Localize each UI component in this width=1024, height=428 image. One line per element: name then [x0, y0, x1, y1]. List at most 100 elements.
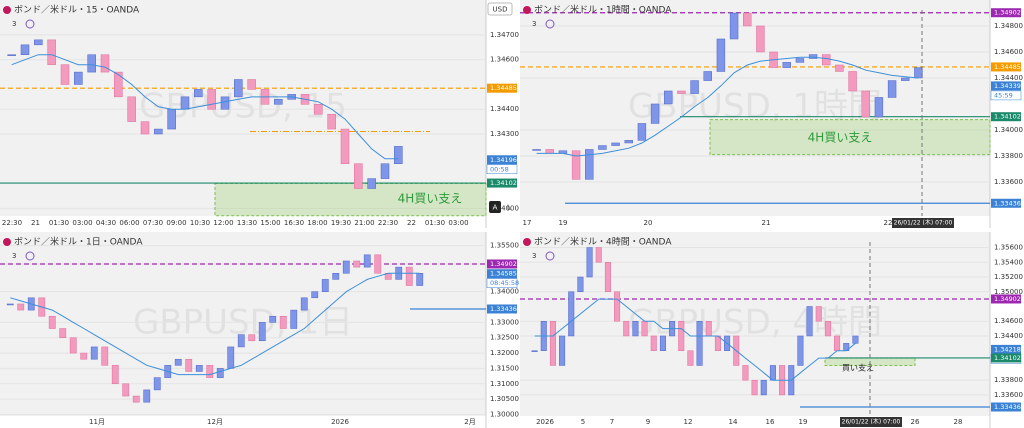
candle	[342, 260, 350, 274]
candle	[568, 291, 575, 337]
symbol-icon	[3, 238, 11, 246]
candle	[80, 352, 88, 360]
candle	[207, 89, 216, 110]
candle	[848, 71, 857, 92]
candle	[637, 123, 647, 141]
candle	[311, 291, 319, 299]
candle	[756, 25, 765, 53]
candle	[69, 337, 77, 354]
x-tick-label: 21	[31, 219, 40, 227]
candle	[274, 99, 283, 105]
candle	[180, 96, 190, 110]
candle	[47, 39, 56, 65]
y-tick-label: 1.34600	[994, 48, 1023, 56]
auto-button[interactable]	[489, 201, 501, 213]
y-tick-label: 1.34000	[490, 288, 519, 296]
candle	[834, 335, 841, 351]
candle	[416, 273, 424, 286]
candle	[687, 350, 694, 366]
candle	[678, 320, 685, 351]
candle	[114, 71, 123, 98]
countdown: 00:58	[490, 165, 509, 173]
candle	[797, 335, 804, 366]
y-tick-label: 1.35200	[994, 273, 1023, 281]
candle	[269, 315, 277, 323]
candle	[545, 149, 554, 154]
candle	[815, 306, 822, 322]
candle	[586, 247, 593, 278]
candle	[227, 346, 235, 369]
candle	[614, 291, 621, 322]
candle	[374, 254, 382, 274]
candle	[353, 260, 361, 268]
x-tick-label: 9	[646, 418, 650, 426]
price-label-box	[991, 402, 1021, 412]
candle	[290, 309, 298, 329]
y-tick-label: 1.30500	[490, 395, 519, 403]
x-tick-label: 5	[581, 418, 585, 426]
auto-label[interactable]: A	[493, 204, 498, 212]
indicator-icon[interactable]	[25, 19, 35, 29]
candle	[327, 113, 336, 130]
price-label-box	[991, 81, 1021, 91]
candle	[824, 320, 831, 337]
candle	[595, 247, 602, 263]
candle	[332, 273, 340, 280]
y-tick-label: 1.32000	[490, 349, 519, 357]
candle	[220, 96, 230, 110]
countdown-box	[486, 164, 518, 175]
price-label-box	[487, 83, 517, 93]
price-label: 1.34902	[994, 295, 1021, 303]
indicator-icon[interactable]	[545, 19, 555, 29]
y-tick-label: 1.34600	[994, 317, 1023, 325]
x-tick-label: 2026	[331, 418, 349, 426]
currency-button[interactable]	[487, 2, 513, 16]
candle	[48, 315, 56, 329]
indicator-icon[interactable]	[545, 251, 555, 261]
price-label-box	[487, 259, 517, 269]
watermark: GBPUSD, 4時間	[628, 303, 882, 343]
x-tick-label: 21	[762, 219, 771, 227]
indicator-count: 3	[12, 252, 16, 260]
candle	[17, 303, 25, 311]
y-tick-label: 1.34700	[490, 31, 519, 39]
candle	[729, 12, 739, 40]
x-tick-label: 06:00	[119, 219, 139, 227]
candle	[314, 104, 323, 115]
candle	[363, 254, 371, 268]
candle	[154, 128, 163, 135]
candle	[237, 334, 245, 348]
candle	[127, 96, 136, 122]
candle	[696, 320, 703, 366]
x-tick-label: 10:30	[190, 219, 210, 227]
price-label-box	[487, 155, 517, 165]
y-tick-label: 1.33600	[994, 391, 1023, 399]
x-tick-label: 16	[766, 418, 775, 426]
y-tick-label: 1.34400	[994, 74, 1023, 82]
indicator-icon[interactable]	[25, 251, 35, 261]
price-label: 1.33436	[490, 305, 517, 313]
x-tick-label: 12	[684, 418, 693, 426]
indicator-count: 3	[532, 252, 536, 260]
x-tick-label: 17	[523, 219, 532, 227]
candle	[611, 142, 620, 146]
y-tick-label: 1.31000	[490, 380, 519, 388]
x-tick-label: 13:30	[237, 219, 257, 227]
moving-average	[10, 272, 420, 376]
x-tick-label: 22	[407, 219, 416, 227]
x-tick-label: 20	[644, 219, 653, 227]
x-tick-label: 19	[559, 219, 568, 227]
candle	[531, 350, 538, 352]
candle	[782, 62, 791, 68]
currency-label[interactable]: USD	[493, 6, 508, 14]
candle	[532, 149, 541, 151]
y-tick-label: 1.31500	[490, 364, 519, 372]
candle	[300, 297, 308, 311]
candle	[194, 89, 203, 98]
candle	[74, 71, 83, 85]
candle	[340, 128, 350, 164]
log-label[interactable]: L	[507, 204, 511, 212]
price-label-box	[487, 304, 517, 314]
candle	[100, 54, 110, 73]
